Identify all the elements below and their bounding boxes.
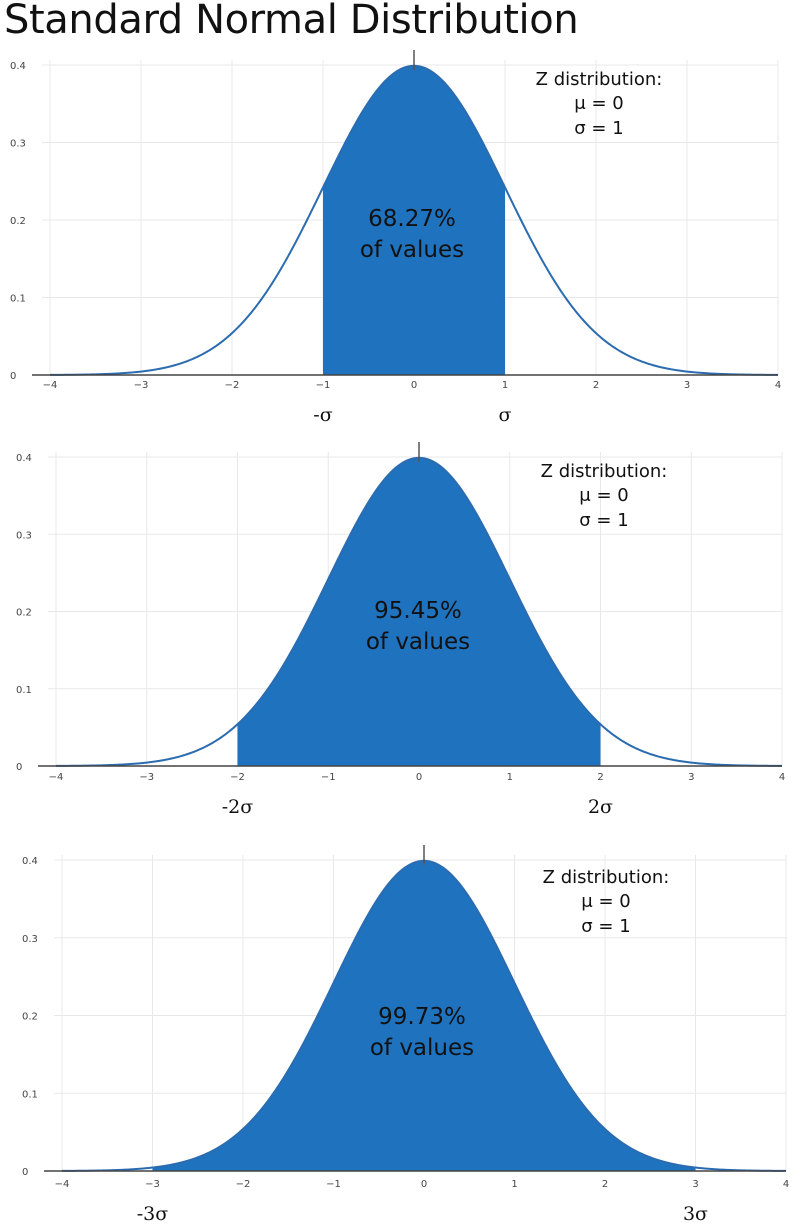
y-tick-label: 0.1 [22, 1089, 38, 1100]
x-tick-label: 3 [684, 380, 690, 391]
y-tick-label: 0.2 [16, 608, 32, 619]
page-title: Standard Normal Distribution [4, 0, 579, 43]
info-line: σ = 1 [574, 118, 623, 139]
x-tick-label: −3 [134, 380, 149, 391]
x-tick-label: −4 [55, 1179, 70, 1190]
x-tick-label: 0 [416, 772, 422, 783]
y-tick-label: 0.3 [22, 934, 38, 945]
sigma-label: 3σ [683, 1203, 708, 1225]
y-tick-label: 0.2 [10, 216, 26, 227]
percent-label: 99.73% [378, 1004, 466, 1030]
info-line: σ = 1 [579, 510, 628, 531]
shaded-area [237, 457, 601, 766]
x-tick-label: −4 [49, 772, 64, 783]
y-tick-label: 0 [10, 371, 16, 382]
y-tick-label: 0.3 [16, 530, 32, 541]
percent-label: 68.27% [368, 206, 456, 232]
y-tick-label: 0.4 [22, 856, 38, 867]
x-tick-label: −4 [43, 380, 58, 391]
info-line: Z distribution: [541, 461, 668, 482]
y-tick-label: 0.1 [10, 294, 26, 305]
x-tick-label: 1 [507, 772, 513, 783]
y-tick-label: 0.1 [16, 685, 32, 696]
info-line: Z distribution: [536, 69, 663, 90]
y-tick-label: 0.4 [16, 453, 32, 464]
y-tick-label: 0 [16, 762, 22, 773]
x-tick-label: 2 [593, 380, 599, 391]
sigma-label: σ [499, 404, 512, 426]
percent-label: 95.45% [374, 598, 462, 624]
x-tick-label: 3 [688, 772, 694, 783]
sigma-label: 2σ [588, 796, 613, 818]
x-tick-label: −1 [326, 1179, 341, 1190]
x-tick-label: −1 [321, 772, 336, 783]
y-tick-label: 0.4 [10, 61, 26, 72]
percent-label: of values [366, 629, 470, 655]
shaded-area [323, 65, 505, 375]
normal-chart-3-sigma: 0 0.1 0.2 0.3 0.4 −4 −3 −2 −1 0 1 2 3 4 Z distribution… [22, 845, 789, 1225]
x-tick-label: 2 [597, 772, 603, 783]
x-tick-label: −2 [230, 772, 245, 783]
normal-chart-1-sigma: 0 0.1 0.2 0.3 0.4 −4 −3 −2 −1 0 1 2 3 4 Z distribution… [10, 50, 781, 426]
info-line: σ = 1 [581, 916, 630, 937]
sigma-label: -σ [313, 404, 332, 426]
info-line: μ = 0 [581, 891, 630, 912]
x-tick-label: −2 [236, 1179, 251, 1190]
x-tick-label: 1 [511, 1179, 517, 1190]
y-tick-label: 0 [22, 1167, 28, 1178]
x-tick-label: 0 [411, 380, 417, 391]
info-line: Z distribution: [543, 867, 670, 888]
x-tick-label: 4 [779, 772, 785, 783]
x-tick-label: −1 [316, 380, 331, 391]
x-tick-label: −3 [145, 1179, 160, 1190]
x-tick-label: 2 [602, 1179, 608, 1190]
y-tick-label: 0.2 [22, 1012, 38, 1023]
x-tick-label: 1 [502, 380, 508, 391]
x-tick-label: −3 [139, 772, 154, 783]
x-tick-label: 4 [775, 380, 781, 391]
info-line: μ = 0 [579, 485, 628, 506]
y-tick-label: 0.3 [10, 139, 26, 150]
percent-label: of values [360, 237, 464, 263]
percent-label: of values [370, 1035, 474, 1061]
normal-chart-2-sigma: 0 0.1 0.2 0.3 0.4 −4 −3 −2 −1 0 1 2 3 4 Z distribution… [16, 442, 785, 818]
sigma-label: -3σ [137, 1203, 169, 1225]
x-tick-label: −2 [225, 380, 240, 391]
x-tick-label: 0 [421, 1179, 427, 1190]
shaded-area [152, 860, 696, 1171]
sigma-label: -2σ [222, 796, 254, 818]
x-tick-label: 3 [692, 1179, 698, 1190]
info-line: μ = 0 [574, 93, 623, 114]
x-tick-label: 4 [783, 1179, 789, 1190]
